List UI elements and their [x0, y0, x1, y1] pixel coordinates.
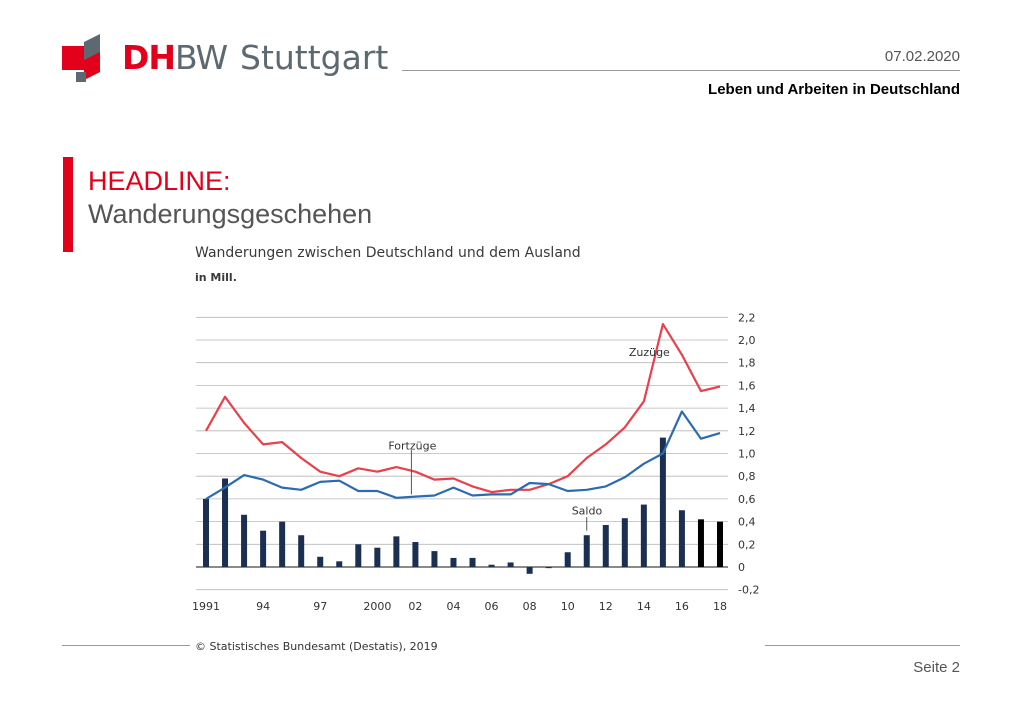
x-tick-label: 10 [561, 600, 575, 613]
y-tick-label: 0 [738, 561, 745, 574]
saldo-bar [583, 535, 590, 567]
page-number: Seite 2 [913, 659, 960, 676]
chart-source: © Statistisches Bundesamt (Destatis), 20… [195, 640, 438, 653]
x-tick-label: 06 [485, 600, 499, 613]
x-tick-label: 18 [713, 600, 727, 613]
annotation-fortzuege: Fortzüge [388, 440, 436, 453]
y-tick-label: 0,6 [738, 493, 756, 506]
saldo-bar [488, 564, 495, 567]
annotation-zuzuege: Zuzüge [629, 346, 670, 359]
dhbw-logo: DHBW Stuttgart [62, 32, 388, 88]
y-tick-label: 1,0 [738, 448, 756, 461]
accent-bar [63, 157, 73, 252]
y-tick-label: 0,4 [738, 516, 756, 529]
saldo-bar [279, 521, 286, 567]
y-tick-label: -0,2 [738, 584, 759, 597]
saldo-bar [431, 551, 438, 567]
saldo-bar [621, 518, 628, 567]
headline: HEADLINE: [88, 166, 231, 196]
series-line-zuzge [205, 323, 721, 494]
y-tick-label: 2,0 [738, 334, 756, 347]
x-tick-label: 04 [446, 600, 460, 613]
saldo-bar [450, 557, 457, 567]
chart-title: Wanderungen zwischen Deutschland und dem… [195, 245, 581, 261]
x-tick-label: 94 [256, 600, 270, 613]
chart-unit: in Mill. [195, 271, 237, 284]
x-tick-label: 12 [599, 600, 613, 613]
saldo-bar [545, 567, 552, 569]
logo-city: Stuttgart [240, 38, 389, 77]
x-tick-label: 2000 [363, 600, 391, 613]
y-tick-label: 0,8 [738, 470, 756, 483]
y-tick-label: 0,2 [738, 538, 756, 551]
saldo-bar [678, 510, 685, 567]
saldo-bar [317, 556, 324, 567]
saldo-bar [564, 552, 571, 567]
saldo-bar [298, 535, 305, 567]
saldo-bar [507, 562, 514, 567]
saldo-bar [640, 504, 647, 567]
saldo-bar [412, 542, 419, 567]
footer-rule-right [765, 645, 960, 646]
logo-wordmark: DHBW [122, 38, 228, 77]
logo-mark-icon [62, 34, 100, 82]
saldo-bar [469, 557, 476, 567]
course-title: Leben und Arbeiten in Deutschland [708, 81, 960, 98]
x-tick-label: 14 [637, 600, 651, 613]
saldo-bar [717, 521, 723, 567]
annotation-saldo: Saldo [572, 504, 603, 517]
x-tick-label: 16 [675, 600, 689, 613]
y-tick-label: 2,2 [738, 311, 756, 324]
saldo-bar [602, 525, 609, 567]
saldo-bar [222, 478, 229, 567]
y-tick-label: 1,8 [738, 357, 756, 370]
saldo-bar [526, 567, 533, 574]
migration-chart: 2,2 2,0 1,8 1,6 1,4 1,2 1,0 0,8 0,6 0,4 0,2 0 -0,2 19… [192, 311, 759, 613]
saldo-bar [260, 530, 267, 567]
header-rule [402, 70, 960, 71]
saldo-bar [203, 498, 209, 567]
x-tick-label: 02 [408, 600, 422, 613]
saldo-bar [659, 437, 666, 567]
saldo-bar [336, 561, 343, 567]
y-tick-label: 1,2 [738, 425, 756, 438]
footer-rule-left [62, 645, 190, 646]
saldo-bar [241, 514, 248, 567]
y-tick-label: 1,4 [738, 402, 756, 415]
y-tick-label: 1,6 [738, 379, 756, 392]
saldo-bar [697, 519, 704, 567]
slide-date: 07.02.2020 [884, 48, 960, 65]
x-tick-label: 08 [523, 600, 537, 613]
saldo-bar [393, 536, 400, 567]
saldo-bar [374, 547, 381, 567]
x-tick-label: 1991 [192, 600, 220, 613]
saldo-bar [355, 544, 362, 567]
subheadline: Wanderungsgeschehen [88, 199, 373, 229]
x-tick-label: 97 [313, 600, 327, 613]
series-line-fortzge [205, 410, 721, 500]
